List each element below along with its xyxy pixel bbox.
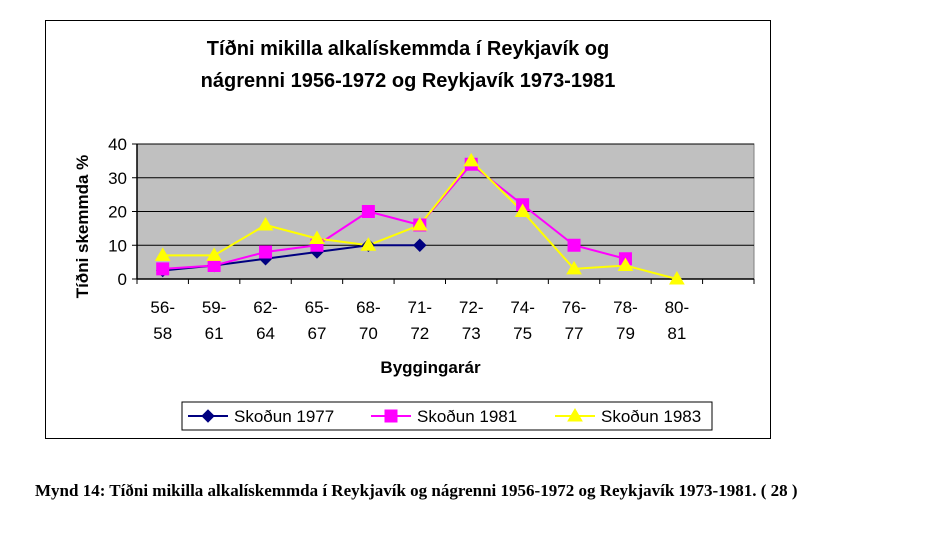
chart-title-line-1: Tíðni mikilla alkalískemmda í Reykjavík …: [206, 38, 610, 60]
legend-marker-2: [384, 409, 398, 423]
legend-label-1: Skoðun 1977: [234, 407, 334, 426]
data-point-series-2: [207, 259, 221, 272]
y-axis-title: Tíðni skemmda %: [73, 155, 92, 299]
data-point-series-3: [257, 217, 274, 231]
x-tick-label: 79: [616, 324, 635, 343]
data-point-series-3: [411, 217, 428, 231]
data-point-series-3: [669, 271, 685, 285]
data-point-series-2: [259, 245, 273, 259]
legend-marker-3: [567, 408, 583, 422]
x-tick-label: 75: [513, 324, 532, 343]
x-tick-label: 67: [307, 324, 326, 343]
x-axis-title: Byggingarár: [380, 358, 481, 377]
data-point-series-3: [566, 260, 582, 275]
x-tick-label: 64: [256, 324, 275, 343]
y-tick-label: 10: [108, 236, 127, 255]
data-point-series-3: [617, 257, 634, 271]
x-tick-label: 74-: [510, 298, 535, 317]
legend-label-2: Skoðun 1981: [417, 407, 517, 426]
data-point-series-2: [567, 238, 581, 252]
data-point-series-2: [361, 205, 375, 218]
data-point-series-3: [206, 247, 222, 261]
y-tick-label: 30: [108, 169, 127, 188]
data-point-series-3: [463, 152, 480, 167]
chart-title-line-2: nágrenni 1956-1972 og Reykjavík 1973-198…: [200, 70, 616, 92]
x-tick-label: 76-: [562, 298, 587, 317]
y-tick-label: 20: [108, 203, 127, 222]
data-point-series-3: [309, 230, 325, 244]
x-tick-label: 80-: [665, 298, 690, 317]
data-point-series-3: [154, 247, 171, 261]
x-tick-label: 77: [565, 324, 584, 343]
figure-caption: Mynd 14: Tíðni mikilla alkalískemmda í R…: [35, 481, 798, 500]
legend-marker-1: [201, 409, 215, 423]
x-tick-label: 65-: [305, 298, 330, 317]
x-tick-label: 56-: [150, 298, 175, 317]
x-tick-label: 68-: [356, 298, 381, 317]
x-tick-label: 62-: [253, 298, 278, 317]
x-tick-label: 70: [359, 324, 378, 343]
x-tick-label: 71-: [408, 298, 433, 317]
x-tick-label: 73: [462, 324, 481, 343]
x-tick-label: 58: [153, 324, 172, 343]
x-tick-label: 61: [205, 324, 224, 343]
series-line-2: [162, 162, 626, 270]
x-tick-label: 59-: [202, 298, 227, 317]
x-tick-label: 81: [667, 324, 686, 343]
data-point-series-1: [413, 238, 427, 252]
legend-label-3: Skoðun 1983: [601, 407, 701, 426]
y-tick-label: 40: [108, 135, 127, 154]
data-point-series-2: [156, 262, 170, 276]
data-point-series-3: [360, 237, 377, 251]
x-tick-label: 72-: [459, 298, 484, 317]
data-point-series-3: [514, 203, 531, 217]
x-tick-label: 78-: [613, 298, 638, 317]
legend-box: [181, 401, 713, 431]
y-tick-label: 0: [118, 270, 127, 289]
x-tick-label: 72: [410, 324, 429, 343]
